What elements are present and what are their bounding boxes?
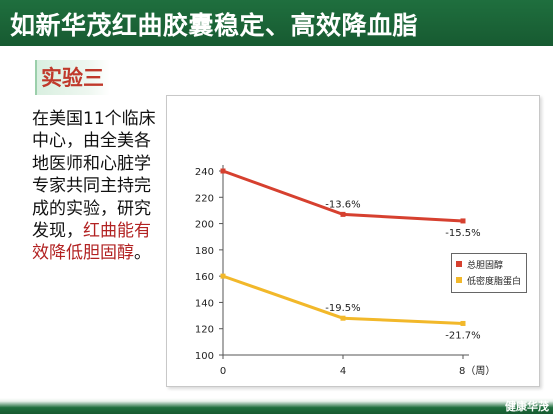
x-tick-label: 8（周）	[459, 365, 495, 377]
y-tick-label: 220	[195, 193, 214, 204]
y-tick-label: 240	[195, 167, 214, 178]
chart-panel: 100 120 140 160 180 200 220 240 0 4 8（周） -13.6% -15.…	[166, 95, 540, 387]
description-highlight: 红曲能有效降低胆固醇	[32, 221, 151, 264]
legend-swatch-ldl	[456, 277, 462, 283]
description-plain: 在美国11个临床中心，由全美各地医师和心脏学专家共同主持完成的实验，研究发现，	[32, 109, 156, 242]
data-label: -15.5%	[445, 228, 480, 239]
data-point	[340, 315, 346, 321]
y-tick-label: 180	[195, 246, 214, 257]
data-point	[460, 320, 466, 326]
description-end: 。	[134, 243, 151, 264]
data-label: -19.5%	[325, 303, 360, 314]
chart-legend: 总胆固醇 低密度脂蛋白	[451, 253, 527, 293]
title-banner: 如新华茂红曲胶囊稳定、高效降血脂	[0, 0, 553, 46]
data-point	[220, 168, 226, 174]
legend-item-total-cholesterol: 总胆固醇	[456, 258, 503, 272]
footer-brand: 健康华茂	[505, 400, 549, 413]
x-tick-label: 0	[220, 366, 226, 377]
y-tick-label: 160	[195, 272, 214, 283]
data-label: -21.7%	[445, 330, 480, 341]
y-tick-label: 200	[195, 220, 214, 231]
page-title: 如新华茂红曲胶囊稳定、高效降血脂	[10, 11, 419, 40]
y-tick-label: 120	[195, 325, 214, 336]
footer-bar: 健康华茂	[0, 398, 553, 414]
data-point	[340, 211, 346, 217]
y-tick-label: 140	[195, 298, 214, 309]
description-text: 在美国11个临床中心，由全美各地医师和心脏学专家共同主持完成的实验，研究发现，红…	[32, 108, 156, 265]
x-tick-label: 4	[340, 366, 346, 377]
y-tick-label: 100	[195, 351, 214, 362]
legend-swatch-total-cholesterol	[456, 261, 462, 267]
line-chart: 100 120 140 160 180 200 220 240 0 4 8（周） -13.6% -15.…	[195, 165, 495, 377]
data-point	[220, 273, 226, 279]
legend-item-ldl: 低密度脂蛋白	[456, 274, 521, 288]
section-tag: 实验三	[35, 60, 110, 95]
legend-label-total-cholesterol: 总胆固醇	[467, 261, 504, 271]
data-point	[460, 218, 466, 224]
legend-label-ldl: 低密度脂蛋白	[467, 277, 522, 287]
data-label: -13.6%	[325, 199, 360, 210]
